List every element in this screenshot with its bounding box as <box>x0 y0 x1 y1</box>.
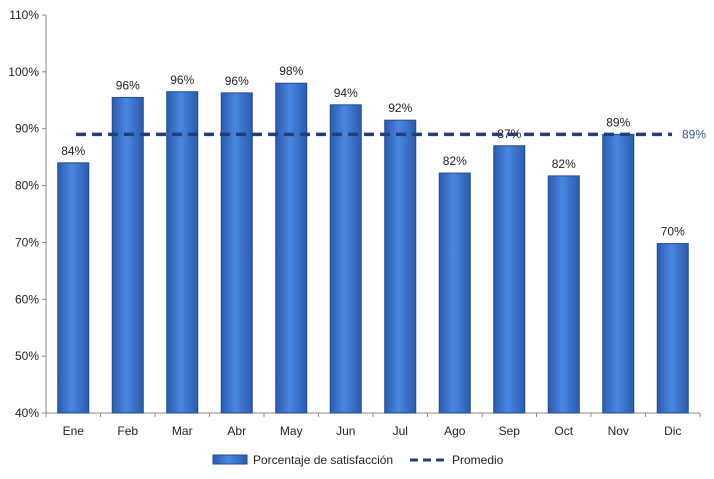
x-tick-label: Sep <box>499 424 521 438</box>
bar-sep <box>493 145 526 414</box>
x-tick-label: Jun <box>336 424 355 438</box>
bar-jun <box>329 104 362 414</box>
x-tick-label: Feb <box>117 424 138 438</box>
average-line-group: 89% <box>75 127 706 141</box>
x-tick-label: Nov <box>608 424 629 438</box>
bar-data-label: 84% <box>61 144 85 158</box>
bar-mar <box>166 91 199 414</box>
y-tick-label: 110% <box>9 8 39 22</box>
x-tick-label: May <box>280 424 303 438</box>
bar-ago <box>438 172 471 414</box>
bar-feb <box>111 96 144 414</box>
bar-jul <box>384 119 417 414</box>
legend-bar-label: Porcentaje de satisfacción <box>253 453 393 467</box>
y-tick-label: 50% <box>15 349 39 363</box>
bar-may <box>275 82 308 414</box>
bar-ene <box>57 162 90 414</box>
average-label: 89% <box>682 127 706 141</box>
y-tick-label: 100% <box>8 65 39 79</box>
x-tick-label: Dic <box>664 424 681 438</box>
bar-dic <box>656 243 689 414</box>
x-tick-label: Mar <box>172 424 193 438</box>
bar-data-label: 96% <box>170 73 194 87</box>
y-tick-label: 80% <box>15 179 39 193</box>
bar-data-label: 82% <box>443 154 467 168</box>
bar-abr <box>220 92 253 414</box>
x-tick-label: Ene <box>63 424 85 438</box>
bar-data-label: 92% <box>388 101 412 115</box>
axes: 40% 50% 60% 70% 80% 90% 100% 110% <box>8 8 701 420</box>
x-tick-label: Jul <box>393 424 408 438</box>
y-tick-label: 60% <box>15 292 39 306</box>
x-tick-label: Abr <box>227 424 246 438</box>
x-tick-label: Ago <box>444 424 466 438</box>
bar-data-label: 94% <box>334 86 358 100</box>
legend: Porcentaje de satisfacción Promedio <box>212 453 504 467</box>
bar-nov <box>602 133 635 414</box>
y-tick-label: 90% <box>15 122 39 136</box>
bar-data-label: 82% <box>552 157 576 171</box>
bar-data-label: 98% <box>279 64 303 78</box>
bar-data-label: 70% <box>661 225 685 239</box>
y-tick-label: 40% <box>15 406 39 420</box>
y-tick-label: 70% <box>15 235 39 249</box>
bar-oct <box>547 175 580 414</box>
bar-data-label: 96% <box>116 78 140 92</box>
legend-bar-swatch <box>212 454 248 465</box>
bar-data-label: 96% <box>225 74 249 88</box>
bar-data-label: 89% <box>606 115 630 129</box>
x-tick-label: Oct <box>554 424 573 438</box>
legend-line-label: Promedio <box>452 453 504 467</box>
bars: 84% Ene 96% Feb 96% Mar 96% Abr 98% May 94% Jun 92% J… <box>57 64 689 438</box>
